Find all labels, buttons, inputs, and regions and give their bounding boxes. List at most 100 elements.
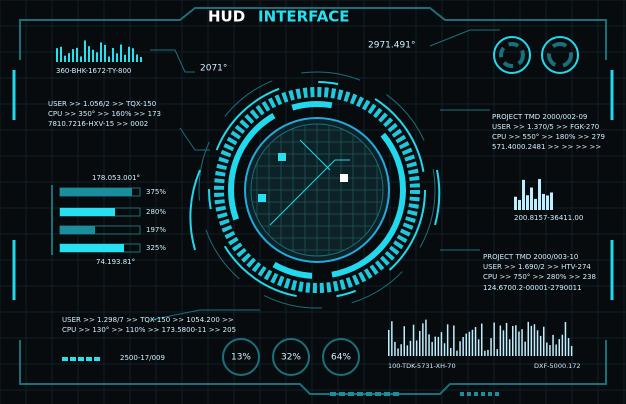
title-part2: INTERFACE <box>258 8 350 26</box>
decor-bar <box>357 392 363 396</box>
info-line: CPU >> 750° >> 280% >> 238 <box>483 273 596 281</box>
chart-label: 200.8157-36411.00 <box>514 214 583 222</box>
readout: 2971.491° <box>368 41 415 51</box>
info-line: USER >> 1.370/5 >> FGK-270 <box>492 123 599 131</box>
decor-bar <box>526 195 529 210</box>
decor-bar <box>508 339 511 356</box>
decor-bar <box>80 56 82 62</box>
decor-bar <box>567 338 570 356</box>
decor-bar <box>86 357 92 361</box>
gauge-label: 13% <box>231 353 251 363</box>
decor-bar <box>348 392 354 396</box>
decor-bar <box>124 54 126 62</box>
decor-bar <box>425 319 427 356</box>
decor-bar <box>128 46 130 62</box>
decor-bar <box>453 325 455 356</box>
decor-bar <box>521 329 523 356</box>
decor-bar <box>100 42 102 62</box>
decor-bar <box>62 357 68 361</box>
indicator-circle <box>493 36 531 74</box>
decor-bar <box>530 325 533 356</box>
decor-bar <box>505 322 508 356</box>
decor-bar <box>108 56 110 62</box>
decor-bar <box>56 48 58 62</box>
frame-top <box>19 7 607 60</box>
gauge-label: 32% <box>281 353 301 363</box>
decor-bar <box>384 392 390 396</box>
decor-bar <box>366 392 372 396</box>
decor-bar <box>467 392 471 396</box>
decor-bar <box>471 329 474 356</box>
gauge <box>322 338 360 376</box>
decor-bar <box>104 44 106 62</box>
info-line: CPU >> 350° >> 160% >> 173 <box>48 110 161 118</box>
decor-bar <box>512 325 514 356</box>
decor-bar <box>460 392 464 396</box>
decor-bar <box>415 340 418 356</box>
decor-bar <box>555 344 557 356</box>
decor-bar <box>394 341 396 356</box>
decor-bar <box>539 335 542 356</box>
info-line: USER >> 1.298/7 >> TQX-150 >> 1054.200 >… <box>62 316 234 324</box>
info-line: PROJECT TMD 2000/003-10 <box>483 253 578 261</box>
info-line: USER >> 1.690/2 >> HTV-274 <box>483 263 591 271</box>
decor-bar <box>84 40 86 62</box>
decor-bar <box>533 324 536 356</box>
connectors <box>149 29 500 321</box>
decor-bar <box>136 54 138 62</box>
decor-bar <box>538 179 541 210</box>
decor-bar <box>474 327 477 356</box>
decor-bar <box>437 336 440 356</box>
decor-bar <box>462 337 464 356</box>
decor-bar <box>546 195 549 210</box>
decor-bar <box>493 322 495 356</box>
decor-bar <box>72 49 74 62</box>
decor-bar <box>443 343 446 356</box>
decor-bar <box>481 392 485 396</box>
decor-bar <box>474 392 478 396</box>
decor-bar <box>499 325 502 356</box>
title-part1: HUD <box>208 8 245 26</box>
decor-bar <box>542 193 545 210</box>
decor-bar <box>412 324 415 356</box>
decor-bar <box>558 339 560 356</box>
gauge <box>272 338 310 376</box>
decor-bar <box>388 329 390 356</box>
decor-bar <box>495 392 499 396</box>
decor-bar <box>88 46 90 62</box>
decor-bar <box>514 196 517 210</box>
decor-bar <box>488 392 492 396</box>
decor-bar <box>422 323 424 356</box>
decor-bar <box>456 350 458 356</box>
code: 360-BHK-1672-TY-800 <box>56 67 131 75</box>
info-line: 571.4000.2481 >> >> >> >> <box>492 143 601 151</box>
decor-bar <box>524 341 526 356</box>
decor-bar <box>564 321 567 356</box>
gauge-label: 64% <box>331 353 351 363</box>
decor-bar <box>530 187 533 210</box>
decor-bar <box>375 392 381 396</box>
decorative-bars <box>56 40 573 396</box>
decor-bar <box>459 341 461 356</box>
decor-bar <box>446 324 449 356</box>
decor-bar <box>570 345 573 356</box>
decor-bar <box>92 49 94 62</box>
decor-bar <box>431 341 433 356</box>
decor-bar <box>94 357 100 361</box>
info-line: 7810.7216-HXV-15 >> 0002 <box>48 120 148 128</box>
decor-bar <box>522 179 525 210</box>
decor-bar <box>419 330 421 356</box>
indicator-circle <box>547 42 573 68</box>
decor-bar <box>468 331 471 356</box>
decor-bar <box>112 48 114 62</box>
bar-panel <box>51 185 141 255</box>
decor-bar <box>406 345 409 356</box>
info-line: PROJECT TMD 2000/002-09 <box>492 113 587 121</box>
decor-bar <box>428 334 430 356</box>
decor-bar <box>546 342 548 356</box>
decor-bar <box>391 321 393 356</box>
decor-bar <box>518 331 520 356</box>
decor-bar <box>515 325 517 356</box>
decor-bar <box>536 330 539 356</box>
info-line: CPU >> 130° >> 110% >> 173.5800-11 >> 20… <box>62 326 236 334</box>
